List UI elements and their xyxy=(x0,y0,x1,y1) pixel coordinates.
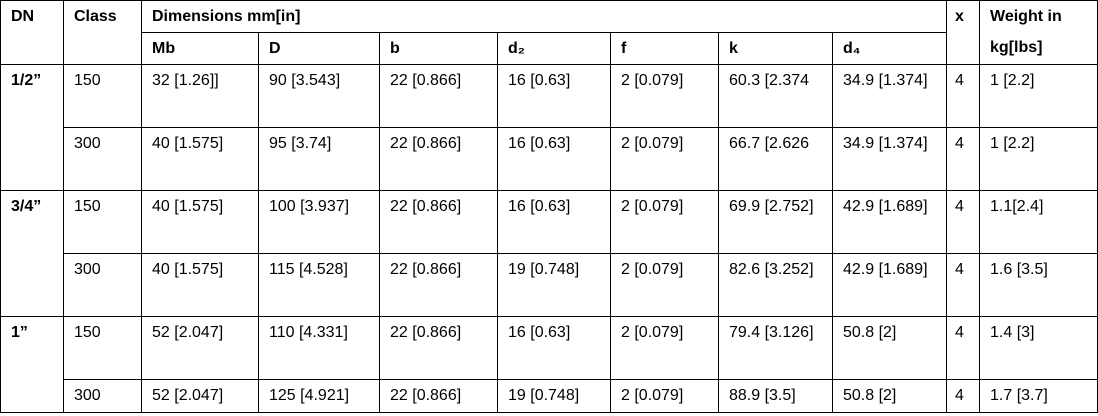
dn-cell: 1” xyxy=(0,316,64,413)
table-cell: 4 xyxy=(946,127,981,191)
table-row: 1/2” 150 32 [1.26]] 90 [3.543] 22 [0.866] 16 … xyxy=(0,64,1098,191)
header-cell: Weight in kg[lbs] xyxy=(979,0,1098,65)
table-cell: 34.9 [1.374] xyxy=(831,127,948,191)
table-row: 1” 150 52 [2.047] 110 [4.331] 22 [0.866] 16 [… xyxy=(0,316,1098,413)
table-cell: 69.9 [2.752] xyxy=(718,190,833,254)
table-cell: 4 xyxy=(946,64,981,128)
table-cell: 1.6 [3.5] xyxy=(979,253,1098,317)
table-cell: 90 [3.543] xyxy=(258,64,380,128)
table-cell: 4 xyxy=(946,316,981,380)
table-cell: 110 [4.331] xyxy=(258,316,380,380)
table-cell: 52 [2.047] xyxy=(141,379,259,413)
header-row: DN Class Dimensions mm[in] x Weight in k… xyxy=(0,0,1098,65)
table-cell: 2 [0.079] xyxy=(610,253,719,317)
table-cell: 82.6 [3.252] xyxy=(718,253,833,317)
table-cell: 1.1[2.4] xyxy=(979,190,1098,254)
table-cell: 115 [4.528] xyxy=(258,253,380,317)
table-cell: 300 xyxy=(63,379,142,413)
table-cell: 22 [0.866] xyxy=(379,379,498,413)
table-cell: 32 [1.26]] xyxy=(141,64,259,128)
table-cell: 16 [0.63] xyxy=(497,64,611,128)
header-cell: x xyxy=(946,0,981,65)
header-cell: d₄ xyxy=(831,32,948,65)
table-cell: 4 xyxy=(946,190,981,254)
table-row: 300 40 [1.575] 115 [4.528] 22 [0.866] 19 [0.… xyxy=(1,253,1098,317)
table-cell: 100 [3.937] xyxy=(258,190,380,254)
header-cell: k xyxy=(718,32,833,65)
dn-cell: 3/4” xyxy=(0,190,64,317)
table-cell: 22 [0.866] xyxy=(379,190,498,254)
table-cell: 2 [0.079] xyxy=(610,64,719,128)
table-cell: 22 [0.866] xyxy=(379,127,498,191)
table-cell: 2 [0.079] xyxy=(610,190,719,254)
header-cell: Dimensions mm[in] xyxy=(140,0,948,33)
table-cell: 40 [1.575] xyxy=(141,190,259,254)
table-row: 3/4” 150 40 [1.575] 100 [3.937] 22 [0.866] 16… xyxy=(0,190,1098,317)
table-cell: 1 [2.2] xyxy=(979,127,1098,191)
table-cell: 16 [0.63] xyxy=(497,127,611,191)
table-cell: 19 [0.748] xyxy=(497,253,611,317)
table-cell: 2 [0.079] xyxy=(610,379,719,413)
table-cell: 66.7 [2.626 xyxy=(718,127,833,191)
table-cell: 60.3 [2.374 xyxy=(718,64,833,128)
table-cell: 22 [0.866] xyxy=(379,253,498,317)
table-cell: 34.9 [1.374] xyxy=(831,64,948,128)
table-cell: 2 [0.079] xyxy=(610,127,719,191)
table-cell: 40 [1.575] xyxy=(141,127,259,191)
dn-cell: 1/2” xyxy=(0,64,64,191)
table-cell: 22 [0.866] xyxy=(379,64,498,128)
table-row: 300 52 [2.047] 125 [4.921] 22 [0.866] 19 [0.… xyxy=(1,379,1098,413)
table-cell: 50.8 [2] xyxy=(831,379,948,413)
table-cell: 19 [0.748] xyxy=(497,379,611,413)
table-cell: 52 [2.047] xyxy=(141,316,259,380)
header-cell: Class xyxy=(63,0,142,65)
table-cell: 16 [0.63] xyxy=(497,316,611,380)
table-row: 300 40 [1.575] 95 [3.74] 22 [0.866] 16 [0.63… xyxy=(1,127,1098,191)
table-cell: 125 [4.921] xyxy=(258,379,380,413)
table-cell: 150 xyxy=(63,190,142,254)
table-cell: 16 [0.63] xyxy=(497,190,611,254)
header-cell: b xyxy=(379,32,498,65)
table-cell: 40 [1.575] xyxy=(141,253,259,317)
table-cell: 2 [0.079] xyxy=(610,316,719,380)
table-cell: 95 [3.74] xyxy=(258,127,380,191)
header-cell: d₂ xyxy=(497,32,611,65)
table-cell: 88.9 [3.5] xyxy=(718,379,833,413)
table-cell: 1.7 [3.7] xyxy=(979,379,1098,413)
table-cell: 1.4 [3] xyxy=(979,316,1098,380)
table-cell: 300 xyxy=(63,127,142,191)
table-cell: 150 xyxy=(63,64,142,128)
table-cell: 22 [0.866] xyxy=(379,316,498,380)
header-cell: f xyxy=(610,32,719,65)
header-cell: Mb xyxy=(141,32,259,65)
table-cell: 50.8 [2] xyxy=(831,316,948,380)
table-cell: 300 xyxy=(63,253,142,317)
table-cell: 79.4 [3.126] xyxy=(718,316,833,380)
table-cell: 42.9 [1.689] xyxy=(831,190,948,254)
table-cell: 4 xyxy=(946,253,981,317)
header-cell: D xyxy=(258,32,380,65)
table-cell: 42.9 [1.689] xyxy=(831,253,948,317)
header-cell: DN xyxy=(0,0,64,65)
table-cell: 4 xyxy=(946,379,981,413)
table-cell: 1 [2.2] xyxy=(979,64,1098,128)
table-cell: 150 xyxy=(63,316,142,380)
